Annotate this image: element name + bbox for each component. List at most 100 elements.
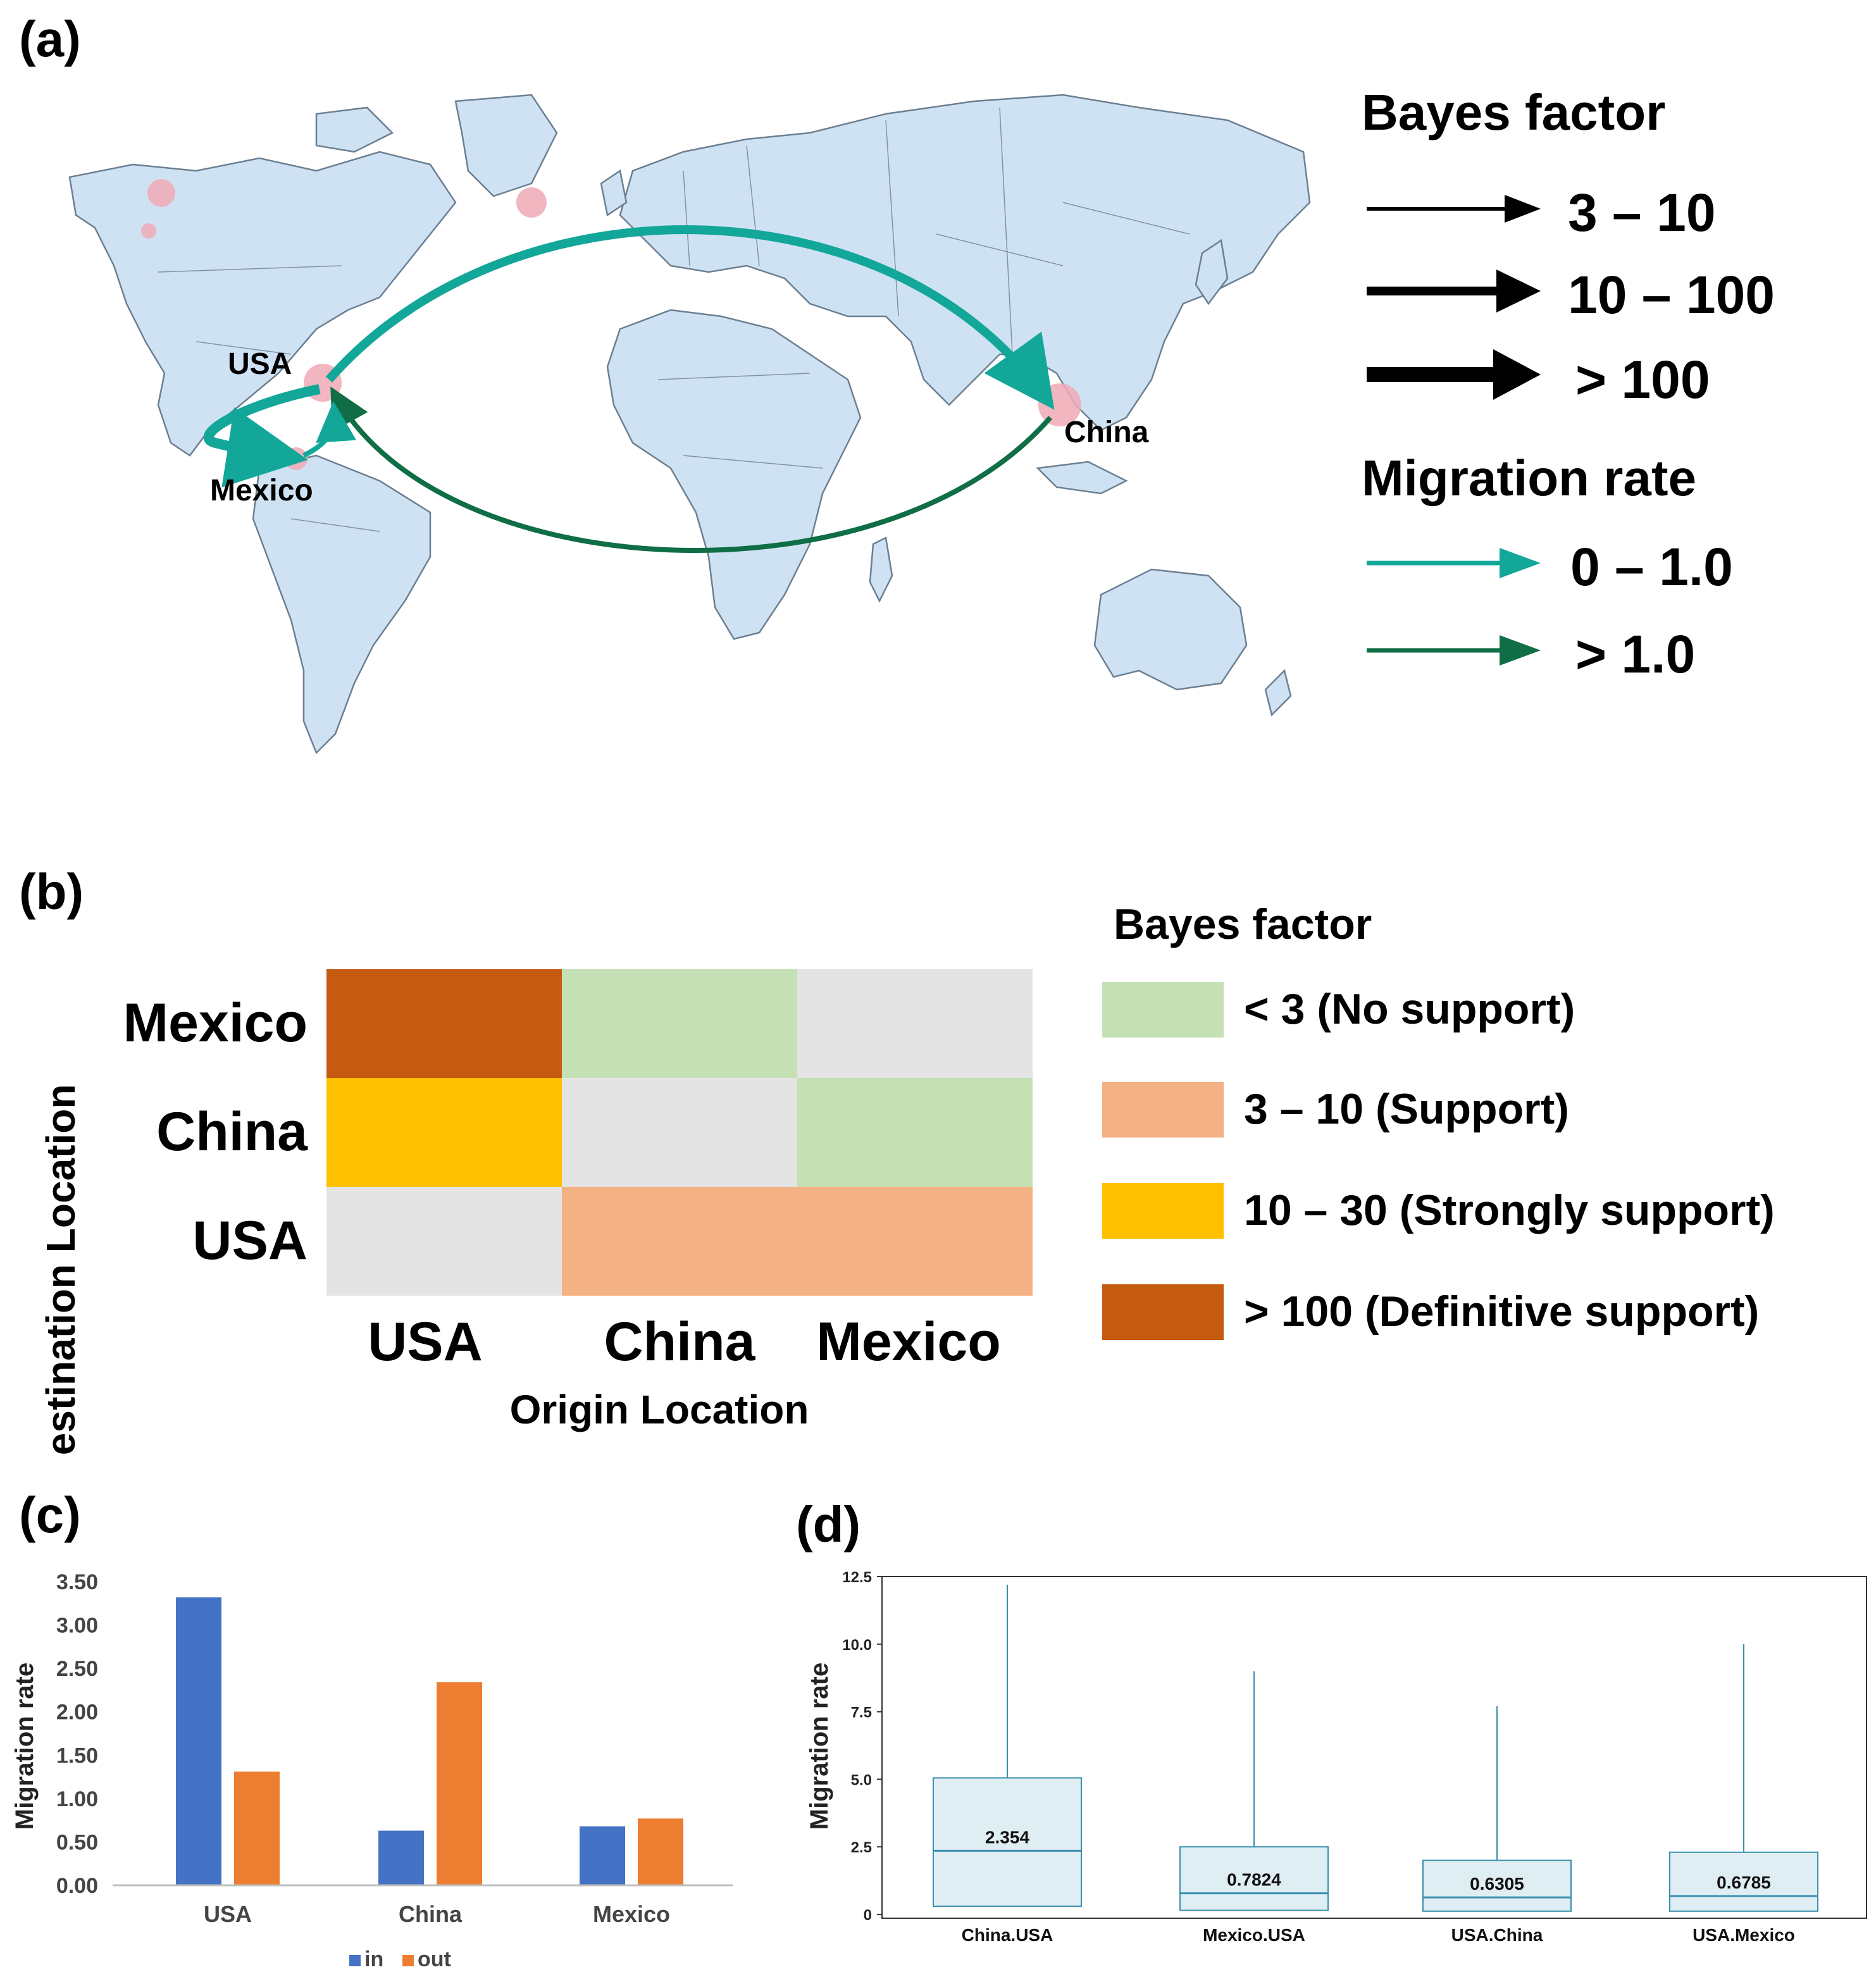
box-median-label: 0.6305 (1470, 1874, 1524, 1894)
bar-ytick-label: 2.50 (56, 1657, 98, 1681)
bar-mexico-in (580, 1826, 625, 1885)
bar-ylabel: Migration rate (11, 1663, 39, 1830)
box-median-label: 0.7824 (1227, 1870, 1281, 1890)
legend-migration-gt1: > 1.0 (1575, 624, 1696, 684)
box-plot: 0 2.5 5.0 7.5 10.0 12.5 2.354 0.7824 0.6305 0.67… (805, 1569, 1867, 1945)
heatmap-cell-usa-usa (326, 1187, 562, 1296)
box-china-usa (933, 1777, 1082, 1907)
legend-bayes-3-10: 3 – 10 (1568, 183, 1716, 242)
heatmap-cell-usa-mexico (797, 1187, 1033, 1296)
box-ytick-label: 12.5 (842, 1569, 872, 1586)
heatmap-cell-china-china (562, 1078, 797, 1187)
box-usa-mexico (1669, 1851, 1818, 1912)
box-mexico-usa (1179, 1846, 1329, 1911)
box-ytick-label: 5.0 (851, 1771, 872, 1789)
bar-xtick-label: Mexico (593, 1901, 670, 1927)
uk-islands (600, 169, 628, 217)
panel-label-c: (c) (19, 1487, 81, 1543)
heatmap-legend-swatch (1102, 1183, 1224, 1239)
box-ytick-label: 0 (864, 1907, 872, 1924)
migration-arcs (203, 225, 1081, 553)
eurasia-land (619, 94, 1311, 431)
heatmap: Mexico China USA USA China Mexico Origin Loc… (38, 969, 1033, 1455)
heatmap-legend-swatch (1102, 982, 1224, 1038)
greenland-land (454, 94, 558, 197)
box-median-label: 2.354 (985, 1827, 1029, 1847)
heatmap-xtick-label: China (604, 1311, 756, 1372)
label-china: China (1064, 416, 1149, 449)
bar-legend-label: out (418, 1947, 451, 1971)
bar-mexico-out (638, 1818, 683, 1885)
panel-label-b: (b) (19, 864, 84, 920)
bar-china-out (437, 1682, 482, 1885)
legend-bayes-title: Bayes factor (1362, 84, 1666, 140)
bar-xtick-label: China (399, 1901, 463, 1927)
box-ytick-label: 7.5 (851, 1704, 872, 1721)
legend-arrows (1367, 195, 1541, 666)
world-map (68, 94, 1311, 755)
bar-xtick-label: USA (204, 1901, 252, 1927)
china-node (516, 187, 547, 218)
indonesia-islands (1036, 461, 1128, 495)
arc-mexico-to-usa (302, 401, 357, 458)
heatmap-ytick-label: USA (192, 1210, 307, 1271)
africa-land (606, 309, 862, 640)
arc-china-to-usa (330, 387, 1053, 553)
madagascar-land (869, 536, 893, 603)
heatmap-legend-label: 10 – 30 (Strongly support) (1244, 1186, 1775, 1234)
legend-migration-title: Migration rate (1362, 450, 1696, 506)
bar-legend-swatch (349, 1955, 361, 1966)
arctic-islands (315, 106, 394, 153)
heatmap-legend-swatch (1102, 1284, 1224, 1340)
box-ytick-label: 10.0 (842, 1637, 872, 1654)
bar-usa-out (234, 1771, 280, 1885)
heatmap-legend-label: 3 – 10 (Support) (1244, 1085, 1569, 1133)
box-median-label: 0.6785 (1717, 1873, 1771, 1892)
heatmap-cell-china-mexico (797, 1078, 1033, 1187)
arc-usa-to-china (325, 225, 1055, 410)
bar-ytick-label: 2.00 (56, 1701, 98, 1725)
legend-migration-0-1: 0 – 1.0 (1570, 537, 1733, 597)
label-mexico: Mexico (210, 474, 313, 507)
heatmap-xtick-label: USA (368, 1311, 483, 1372)
bar-ytick-label: 0.00 (56, 1874, 98, 1898)
heatmap-cell-mexico-usa (326, 969, 562, 1078)
panel-label-d: (d) (796, 1496, 861, 1553)
heatmap-legend-swatch (1102, 1082, 1224, 1138)
heatmap-xlabel: Origin Location (510, 1387, 809, 1432)
bar-legend-swatch (402, 1955, 414, 1966)
box-xtick-label: Mexico.USA (1203, 1925, 1305, 1945)
bar-ytick-label: 1.00 (56, 1787, 98, 1811)
heatmap-cell-mexico-mexico (797, 969, 1033, 1078)
heatmap-ylabel: Destination Location (38, 1084, 84, 1455)
usa-node (147, 179, 175, 207)
bar-usa-in (176, 1597, 221, 1885)
box-ylabel: Migration rate (805, 1663, 833, 1830)
heatmap-ytick-label: China (156, 1101, 308, 1162)
japan-islands (1195, 239, 1229, 306)
arc-usa-to-mexico (203, 384, 321, 488)
australia-land (1093, 568, 1248, 691)
heatmap-cell-china-usa (326, 1078, 562, 1187)
mexico-node (141, 223, 156, 239)
heatmap-xtick-label: Mexico (816, 1311, 1001, 1372)
bar-chart: 0.00 0.50 1.00 1.50 2.00 2.50 3.00 3.50 USA Chin… (11, 1570, 733, 1971)
north-america-land (68, 151, 457, 457)
label-usa: USA (228, 347, 292, 381)
heatmap-ytick-label: Mexico (123, 993, 307, 1053)
heatmap-legend-label: > 100 (Definitive support) (1244, 1287, 1760, 1336)
box-xtick-label: China.USA (962, 1925, 1053, 1945)
legend-bayes-10-100: 10 – 100 (1568, 265, 1775, 325)
south-america-land (252, 454, 432, 755)
heatmap-legend-label: < 3 (No support) (1244, 985, 1575, 1033)
bar-ytick-label: 1.50 (56, 1744, 98, 1768)
box-ytick-label: 2.5 (851, 1839, 872, 1856)
heatmap-legend-title: Bayes factor (1114, 900, 1372, 948)
box-xtick-label: USA.Mexico (1693, 1925, 1795, 1945)
bar-ytick-label: 0.50 (56, 1830, 98, 1854)
heatmap-cell-usa-china (562, 1187, 797, 1296)
bar-ytick-label: 3.50 (56, 1570, 98, 1594)
bar-ytick-label: 3.00 (56, 1614, 98, 1638)
box-usa-china (1422, 1859, 1572, 1912)
panel-label-a: (a) (19, 11, 81, 67)
